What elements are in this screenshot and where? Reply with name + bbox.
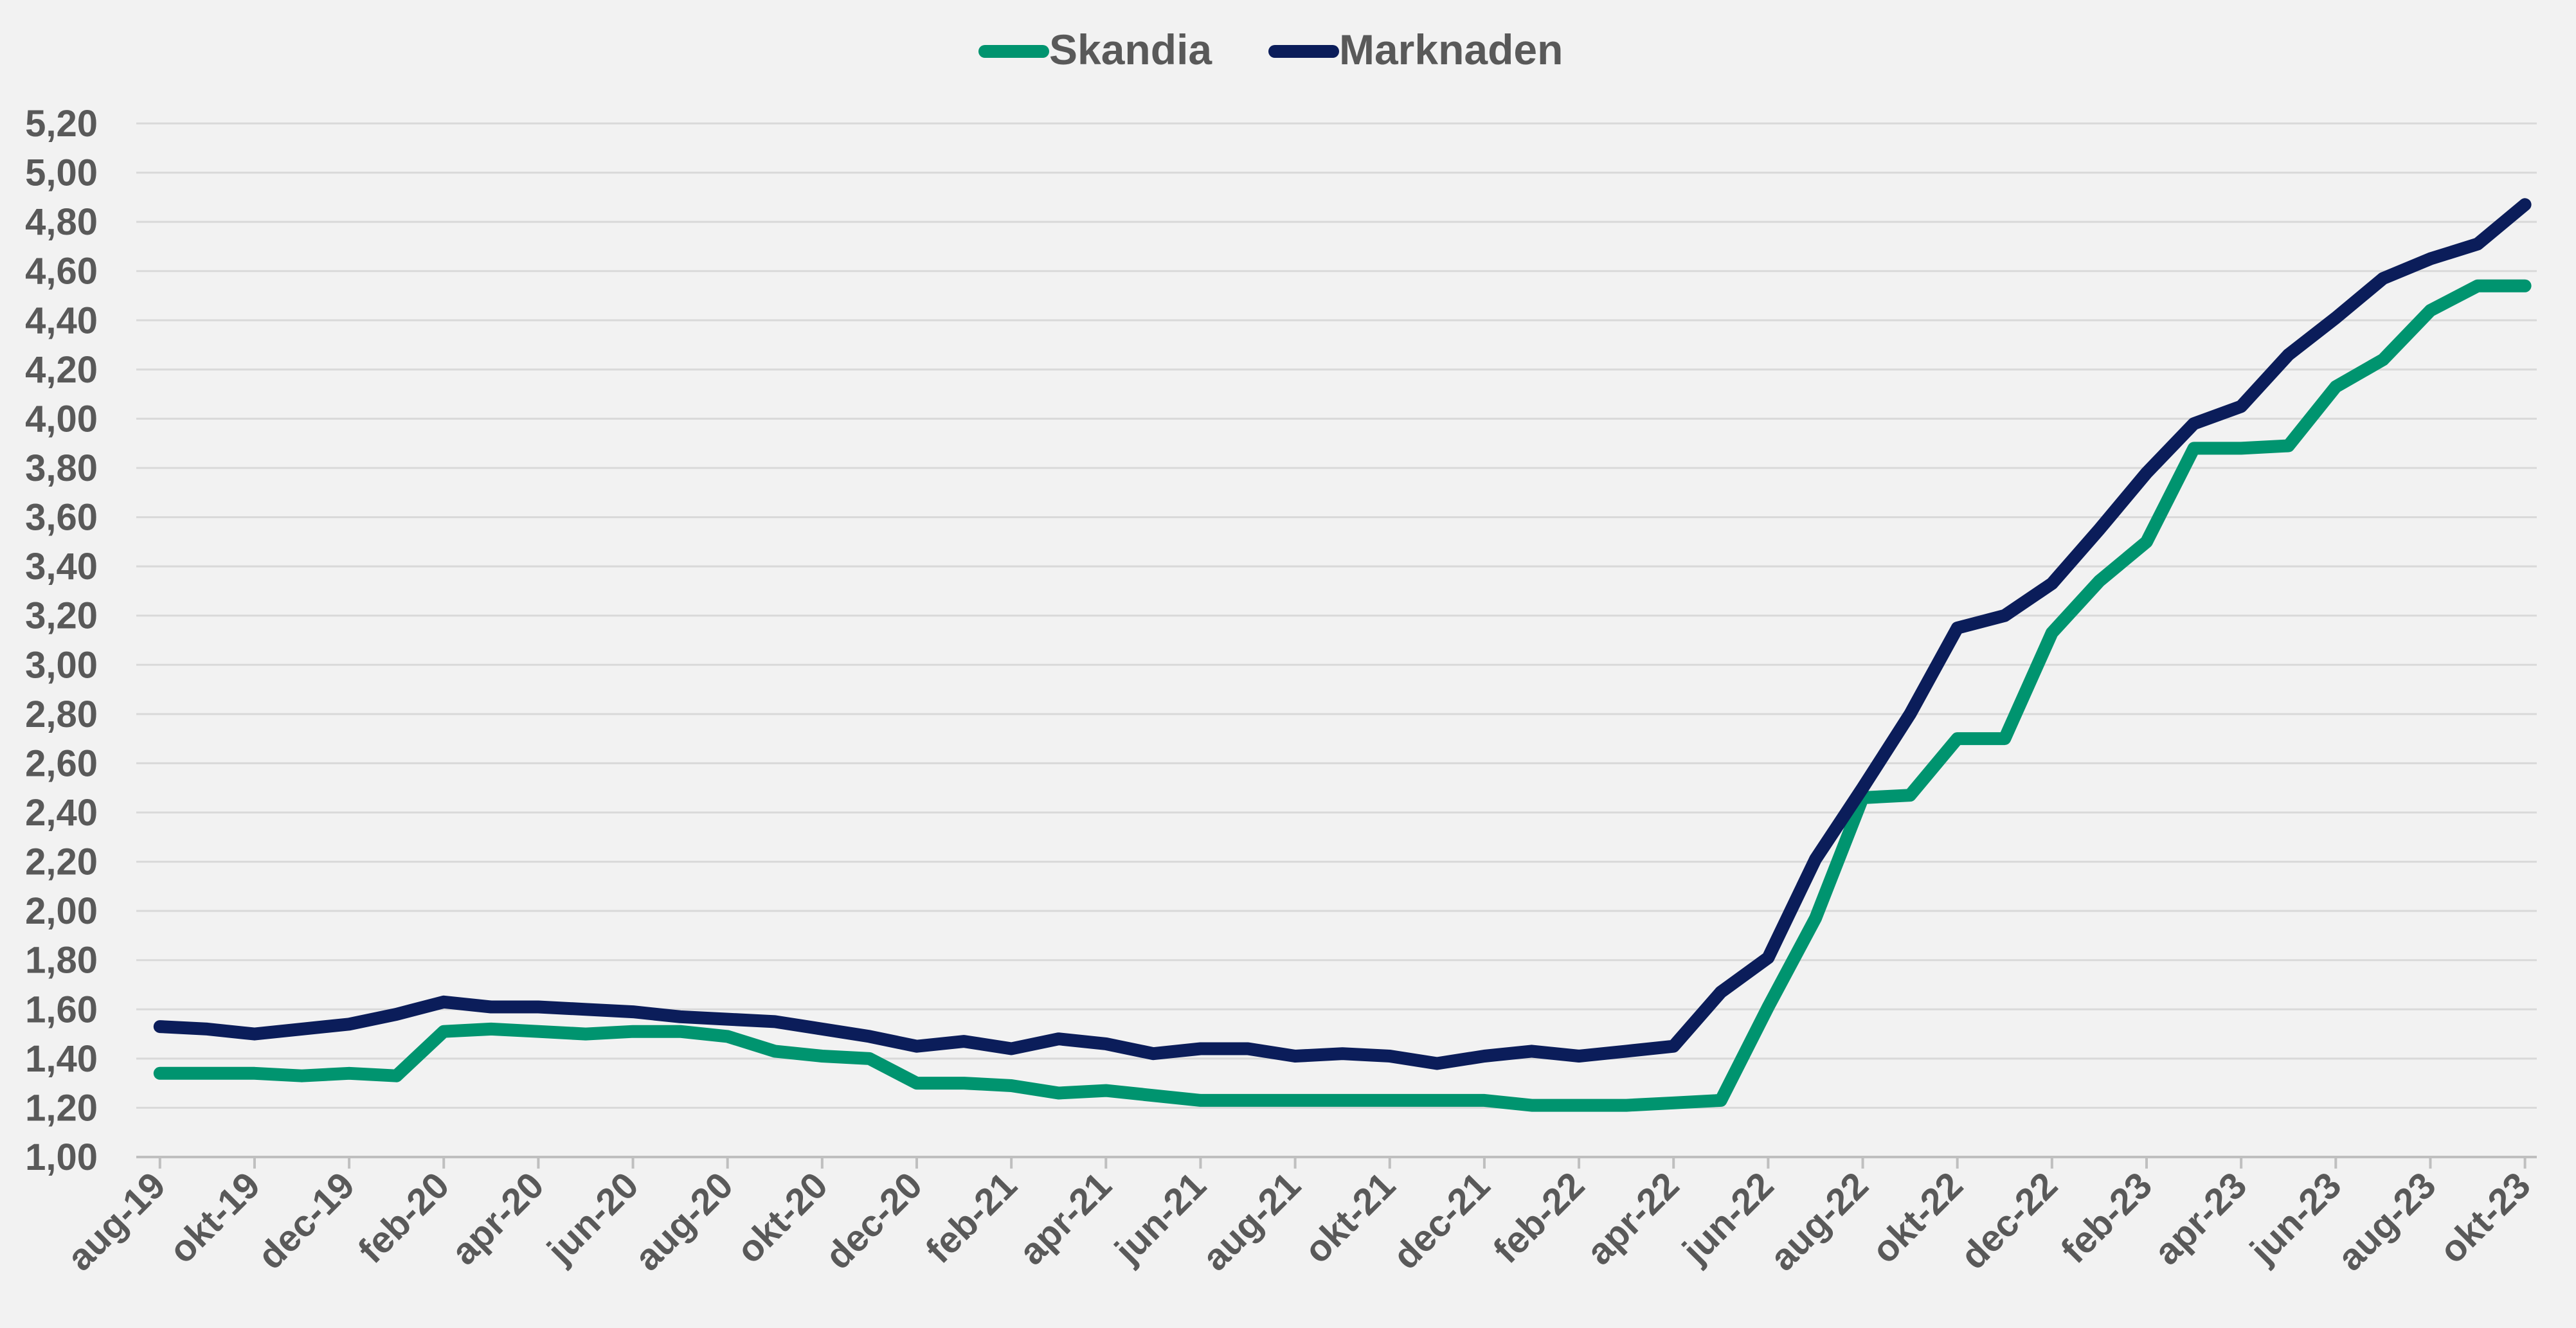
x-tick-label: dec-19 (249, 1164, 363, 1277)
x-tick-label: okt-21 (1296, 1164, 1403, 1271)
x-tick-label: jun-22 (1674, 1164, 1781, 1271)
x-tick-label: apr-21 (1011, 1164, 1119, 1273)
y-tick-label: 3,20 (25, 595, 98, 637)
y-tick-label: 4,00 (25, 398, 98, 440)
series-skandia (153, 279, 2532, 1112)
legend-item-marknaden: Marknaden (1268, 26, 1563, 73)
y-tick-label: 4,20 (25, 349, 98, 391)
x-tick-label: okt-23 (2431, 1164, 2539, 1271)
x-tick-label: jun-20 (539, 1164, 646, 1271)
gridlines (136, 122, 2537, 1109)
y-tick-label: 2,20 (25, 841, 98, 883)
x-tick-label: aug-21 (1194, 1164, 1309, 1279)
y-tick-label: 3,40 (25, 546, 98, 588)
y-tick-label: 1,80 (25, 940, 98, 982)
x-tick-label: feb-23 (2053, 1164, 2160, 1271)
y-tick-label: 3,60 (25, 497, 98, 539)
y-tick-label: 2,40 (25, 792, 98, 834)
y-tick-label: 2,00 (25, 890, 98, 932)
y-tick-label: 4,40 (25, 300, 98, 341)
series-line (153, 279, 2532, 1112)
series-line (153, 198, 2532, 1070)
y-tick-label: 1,00 (25, 1136, 98, 1178)
x-tick-label: apr-23 (2146, 1164, 2255, 1273)
y-tick-label: 1,60 (25, 989, 98, 1030)
y-tick-label: 5,00 (25, 152, 98, 194)
x-tick-label: okt-20 (728, 1164, 836, 1271)
y-tick-label: 5,20 (25, 103, 98, 145)
x-tick-label: dec-20 (817, 1164, 930, 1277)
x-tick-label: aug-23 (2329, 1164, 2444, 1279)
x-tick-label: apr-20 (444, 1164, 552, 1273)
y-tick-label: 4,80 (25, 201, 98, 243)
legend-item-skandia: Skandia (978, 26, 1212, 73)
x-tick-label: jun-21 (1106, 1164, 1214, 1271)
series-lines (153, 198, 2532, 1112)
x-tick-label: dec-22 (1952, 1164, 2066, 1277)
legend-label: Marknaden (1339, 26, 1563, 73)
x-tick-label: okt-19 (161, 1164, 268, 1271)
legend-label: Skandia (1049, 26, 1212, 73)
x-tick-label: jun-23 (2242, 1164, 2349, 1271)
y-tick-label: 3,00 (25, 644, 98, 686)
x-tick-label: feb-22 (1486, 1164, 1593, 1271)
y-tick-label: 1,40 (25, 1038, 98, 1080)
series-marknaden (153, 198, 2532, 1070)
x-tick-label: okt-22 (1864, 1164, 1971, 1271)
y-tick-label: 2,80 (25, 694, 98, 735)
y-tick-label: 2,60 (25, 742, 98, 784)
x-tick-label: dec-21 (1385, 1164, 1498, 1277)
legend: Skandia Marknaden (978, 26, 1563, 73)
x-tick-label: apr-22 (1578, 1164, 1687, 1273)
x-tick-label: aug-19 (59, 1164, 174, 1279)
x-tick-label: aug-22 (1762, 1164, 1877, 1279)
x-tick-label: aug-20 (627, 1164, 741, 1279)
y-tick-label: 3,80 (25, 447, 98, 489)
y-tick-label: 4,60 (25, 251, 98, 292)
x-tick-label: feb-20 (350, 1164, 458, 1271)
x-tick-label: feb-21 (918, 1164, 1025, 1271)
y-tick-label: 1,20 (25, 1087, 98, 1129)
